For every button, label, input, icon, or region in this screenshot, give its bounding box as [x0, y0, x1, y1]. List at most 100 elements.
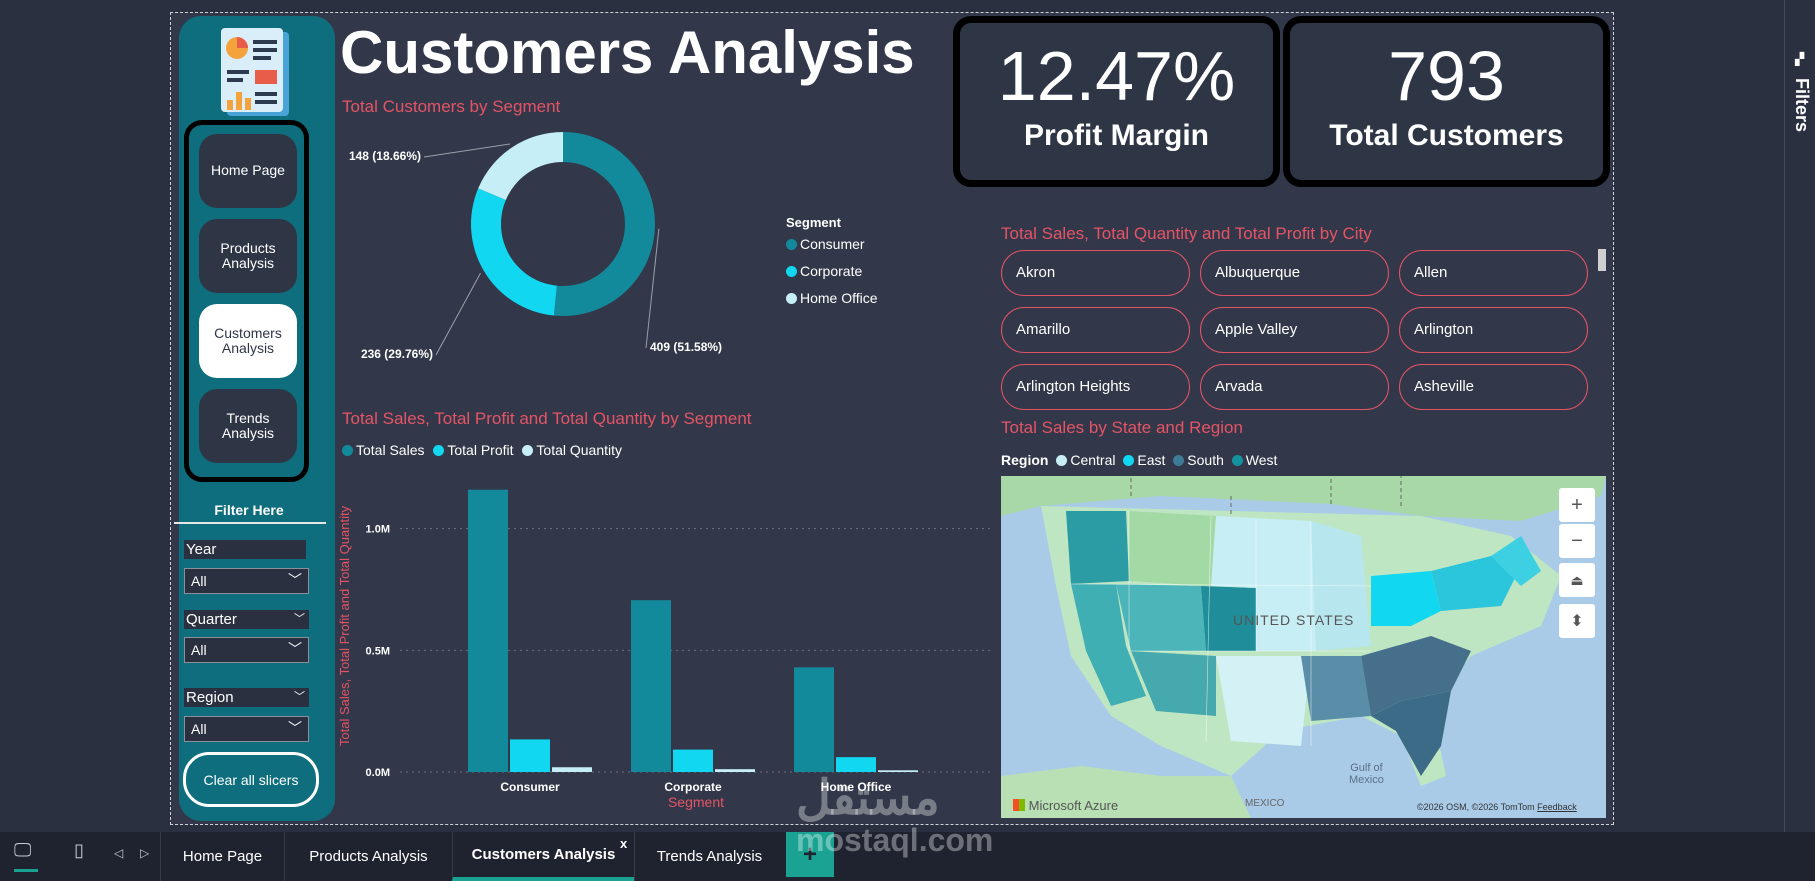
legend-south[interactable]: South: [1187, 452, 1224, 468]
report-logo-icon: [221, 28, 289, 116]
city-button[interactable]: Apple Valley: [1200, 307, 1389, 353]
nav-customers-analysis[interactable]: Customers Analysis: [199, 304, 297, 378]
filter-title: Filter Here: [214, 502, 284, 518]
region-map[interactable]: UNITED STATES Gulf of Mexico MEXICO Micr…: [1001, 476, 1606, 818]
donut-legend-title: Segment: [786, 215, 841, 230]
map-zoom-out-button[interactable]: −: [1559, 524, 1595, 558]
profit-margin-card: 12.47% Profit Margin: [953, 16, 1280, 187]
bar-total-quantity[interactable]: [878, 770, 918, 772]
city-button[interactable]: Arvada: [1200, 364, 1389, 410]
legend-total-quantity[interactable]: Total Quantity: [536, 442, 623, 458]
legend-consumer[interactable]: Consumer: [786, 236, 865, 252]
bar-legend: Total Sales Total Profit Total Quantity: [342, 442, 622, 458]
donut-data-label: 148 (18.66%): [349, 149, 421, 163]
state-south[interactable]: [1371, 691, 1451, 776]
corporate-dot-icon: [786, 266, 797, 277]
y-tick-label: 0.0M: [366, 767, 390, 779]
add-page-button[interactable]: +: [786, 832, 834, 877]
state-east[interactable]: [1491, 536, 1541, 586]
state-west[interactable]: [1116, 584, 1206, 651]
bar-total-quantity[interactable]: [715, 769, 755, 772]
map-feedback-link[interactable]: Feedback: [1537, 802, 1577, 812]
prev-page-icon[interactable]: ◁: [114, 846, 124, 860]
map-zoom-in-button[interactable]: +: [1559, 488, 1595, 522]
state-south[interactable]: [1361, 636, 1471, 716]
region-dropdown[interactable]: All ﹀: [184, 716, 309, 742]
filter-pane-icon: ▞: [1795, 52, 1805, 66]
state-west[interactable]: [1066, 511, 1129, 584]
city-scrollbar[interactable]: [1598, 249, 1606, 271]
donut-leader-line: [423, 143, 510, 158]
total-customers-value: 793: [1388, 37, 1505, 115]
nav-home-page[interactable]: Home Page: [199, 134, 297, 208]
bar-total-sales[interactable]: [794, 667, 834, 772]
city-button[interactable]: Arlington Heights: [1001, 364, 1190, 410]
next-page-icon[interactable]: ▷: [140, 846, 150, 860]
city-button[interactable]: Allen: [1399, 250, 1588, 296]
nav-home-label: Home Page: [211, 162, 285, 179]
donut-data-label: 236 (29.76%): [361, 347, 433, 361]
legend-central[interactable]: Central: [1070, 452, 1116, 468]
profit-margin-label: Profit Margin: [1024, 119, 1209, 152]
legend-home-office[interactable]: Home Office: [786, 290, 878, 306]
state-central[interactable]: [1211, 516, 1316, 651]
nav-products-analysis[interactable]: Products Analysis: [199, 219, 297, 293]
map-compass-button[interactable]: ⬍: [1559, 604, 1595, 638]
mobile-view-icon[interactable]: ▯: [74, 840, 84, 860]
state-east[interactable]: [1431, 556, 1521, 611]
legend-east[interactable]: East: [1137, 452, 1166, 468]
donut-slice-home_office[interactable]: [478, 132, 563, 200]
state-east[interactable]: [1371, 571, 1441, 626]
donut-slice-consumer[interactable]: [553, 132, 655, 316]
legend-west[interactable]: West: [1245, 452, 1278, 468]
state-south[interactable]: [1301, 656, 1371, 721]
nav-trends-analysis[interactable]: Trends Analysis: [199, 389, 297, 463]
state-west[interactable]: [1071, 584, 1146, 706]
desktop-view-icon[interactable]: 🖵: [14, 840, 32, 860]
tab-home-page[interactable]: Home Page: [160, 832, 284, 881]
tab-customers-analysis[interactable]: Customers Analysis: [452, 832, 634, 881]
state-central[interactable]: [1216, 656, 1311, 746]
bar-total-sales[interactable]: [468, 489, 508, 772]
microsoft-logo-icon: [1013, 799, 1025, 811]
nav-box: [184, 120, 309, 482]
total-customers-label: Total Customers: [1329, 119, 1564, 152]
x-tick-label: Home Office: [821, 780, 892, 794]
bar-chart[interactable]: 0.0M 0.5M 1.0M Total Sales, Total Profit an…: [335, 470, 995, 815]
city-button[interactable]: Amarillo: [1001, 307, 1190, 353]
donut-chart[interactable]: 409 (51.58%) 236 (29.76%) 148 (18.66%): [330, 130, 780, 390]
region-slicer-label[interactable]: Region ﹀: [184, 688, 309, 707]
tab-trends-analysis[interactable]: Trends Analysis: [634, 832, 784, 881]
nav-products-label: Products Analysis: [220, 239, 276, 271]
bar-total-profit[interactable]: [673, 749, 713, 772]
city-button[interactable]: Akron: [1001, 250, 1190, 296]
bar-total-profit[interactable]: [836, 757, 876, 772]
legend-corporate[interactable]: Corporate: [786, 263, 862, 279]
legend-total-sales[interactable]: Total Sales: [356, 442, 425, 458]
home-office-dot-icon: [786, 293, 797, 304]
quarter-dropdown[interactable]: All ﹀: [184, 637, 309, 663]
city-button[interactable]: Arlington: [1399, 307, 1588, 353]
filters-pane[interactable]: ▞ Filters: [1784, 0, 1815, 832]
legend-total-profit[interactable]: Total Profit: [447, 442, 514, 458]
quarter-slicer-label[interactable]: Quarter ﹀: [184, 610, 309, 629]
city-button[interactable]: Asheville: [1399, 364, 1588, 410]
map-tilt-button[interactable]: ⏏: [1559, 563, 1595, 597]
state-west[interactable]: [1131, 651, 1216, 716]
state-west[interactable]: [1201, 586, 1256, 651]
year-dropdown[interactable]: All ﹀: [184, 568, 309, 594]
donut-slice-corporate[interactable]: [471, 188, 557, 316]
close-tab-icon[interactable]: x: [620, 836, 628, 851]
y-axis-label: Total Sales, Total Profit and Total Quan…: [337, 505, 352, 746]
city-button[interactable]: Albuquerque: [1200, 250, 1389, 296]
clear-all-slicers-button[interactable]: Clear all slicers: [183, 752, 319, 807]
consumer-dot-icon: [786, 239, 797, 250]
donut-title: Total Customers by Segment: [342, 97, 561, 116]
bar-total-sales[interactable]: [631, 600, 671, 772]
central-dot-icon: [1056, 455, 1068, 466]
bar-total-profit[interactable]: [510, 739, 550, 772]
city-title: Total Sales, Total Quantity and Total Pr…: [1001, 224, 1372, 243]
bar-total-quantity[interactable]: [552, 767, 592, 772]
tab-products-analysis[interactable]: Products Analysis: [284, 832, 452, 881]
